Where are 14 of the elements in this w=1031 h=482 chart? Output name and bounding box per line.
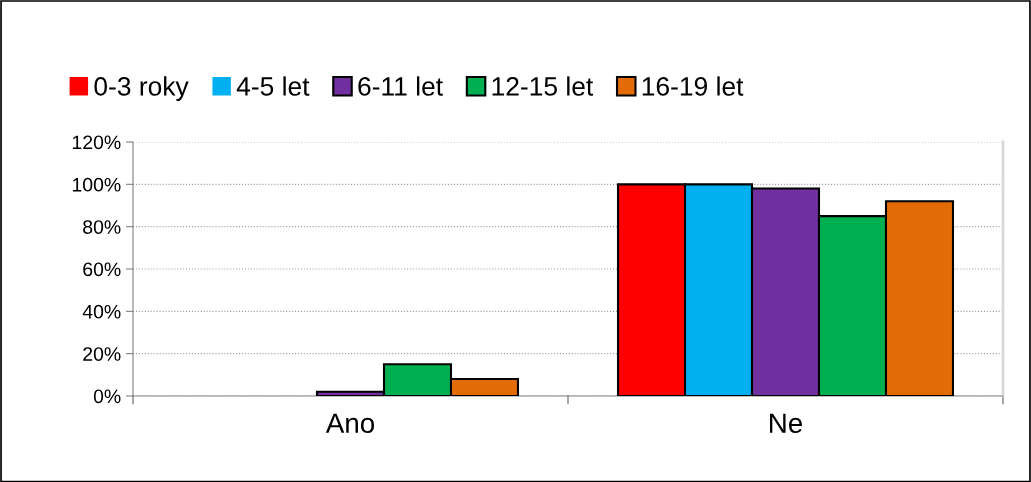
y-tick-label: 100% xyxy=(72,177,121,192)
y-tick-label: 120% xyxy=(72,135,121,150)
legend-label: 12-15 let xyxy=(492,76,594,96)
legend-label: 0-3 roky xyxy=(94,76,189,101)
y-tick-label: 80% xyxy=(83,220,121,234)
y-tick-label: 0% xyxy=(93,389,121,404)
y-tick-label: 20% xyxy=(83,347,121,361)
legend-label: 4-5 let xyxy=(236,76,310,96)
x-tick-label: Ano xyxy=(325,413,375,434)
x-tick-label: Ne xyxy=(770,413,803,434)
legend-label: 6-11 let xyxy=(358,76,443,96)
y-tick-label: 60% xyxy=(83,262,121,277)
legend-label: 16-19 let xyxy=(642,76,744,96)
y-tick-label: 40% xyxy=(82,304,121,319)
